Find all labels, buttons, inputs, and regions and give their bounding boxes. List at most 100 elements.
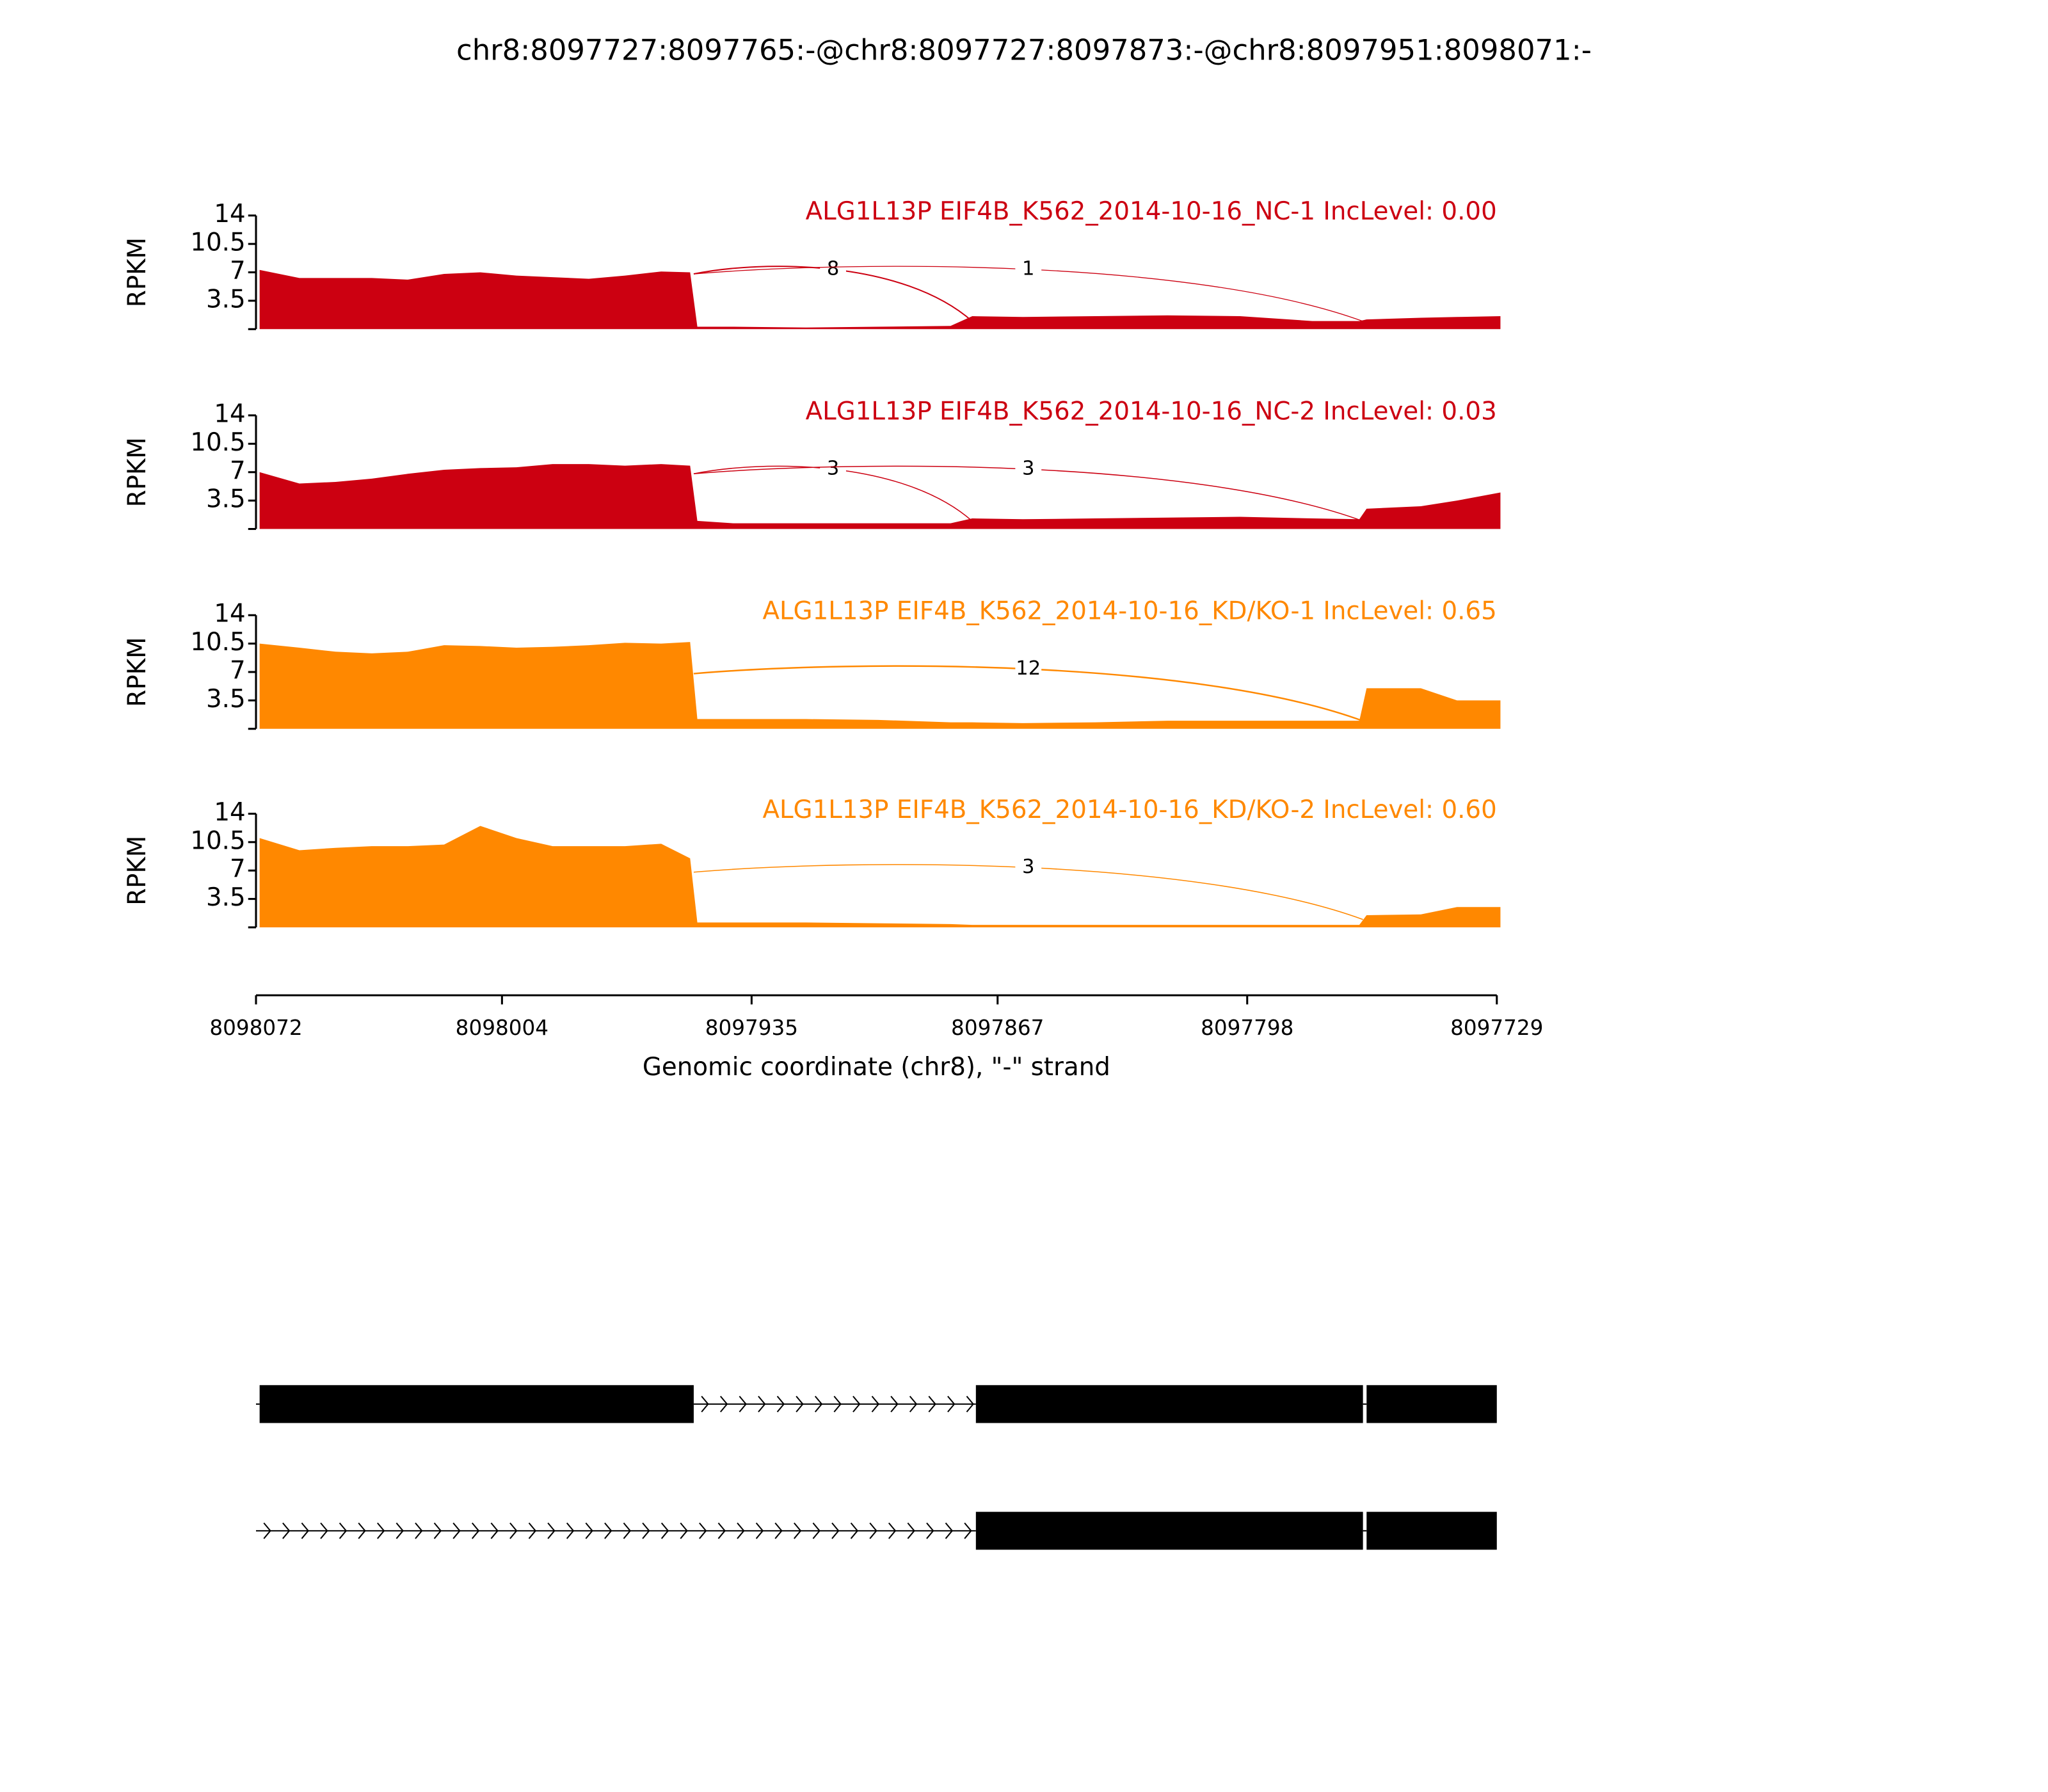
- panel-label: ALG1L13P EIF4B_K562_2014-10-16_NC-1 IncL…: [806, 197, 1497, 226]
- strand-chevron: [907, 1522, 915, 1539]
- y-tick-label: 10.5: [190, 826, 245, 855]
- y-tick-label: 7: [230, 657, 246, 685]
- strand-chevron: [719, 1395, 728, 1412]
- strand-chevron: [623, 1522, 632, 1539]
- strand-chevron: [831, 1522, 840, 1539]
- x-tick-label: 8097798: [1201, 1016, 1293, 1040]
- strand-chevron: [699, 1522, 707, 1539]
- junction-count: 3: [1022, 458, 1034, 480]
- strand-chevron: [339, 1522, 348, 1539]
- strand-chevron: [888, 1522, 897, 1539]
- junction-label-bg: [1015, 657, 1042, 681]
- strand-chevron: [282, 1522, 291, 1539]
- y-tick-label: 7: [230, 855, 246, 884]
- coverage-area: [259, 464, 1501, 529]
- x-tick-label: 8097729: [1450, 1016, 1543, 1040]
- junction-count: 3: [827, 458, 839, 480]
- junction-label-bg: [1015, 856, 1042, 879]
- strand-chevron: [377, 1522, 385, 1539]
- strand-chevron: [812, 1522, 820, 1539]
- strand-chevron: [776, 1395, 785, 1412]
- y-axis-label: RPKM: [123, 637, 152, 707]
- strand-chevron: [717, 1522, 726, 1539]
- strand-chevron: [509, 1522, 518, 1539]
- strand-chevron: [964, 1522, 972, 1539]
- strand-chevron: [301, 1522, 309, 1539]
- strand-chevron: [471, 1522, 480, 1539]
- exon: [975, 1512, 1363, 1550]
- panel-label: ALG1L13P EIF4B_K562_2014-10-16_KD/KO-1 I…: [762, 597, 1496, 626]
- strand-chevron: [909, 1395, 918, 1412]
- junction-label-bg: [1015, 457, 1042, 481]
- y-tick-label: 10.5: [190, 228, 245, 257]
- strand-chevron: [528, 1522, 537, 1539]
- strand-chevron: [890, 1395, 899, 1412]
- exon: [259, 1385, 694, 1423]
- y-tick-label: 14: [214, 798, 245, 827]
- y-tick-label: 10.5: [190, 428, 245, 457]
- strand-chevron: [433, 1522, 442, 1539]
- junction-label-bg: [820, 457, 846, 481]
- strand-chevron: [814, 1395, 823, 1412]
- y-tick-label: 3.5: [206, 883, 246, 912]
- strand-chevron: [926, 1522, 934, 1539]
- exon: [1366, 1512, 1497, 1550]
- strand-chevron: [415, 1522, 423, 1539]
- strand-chevron: [928, 1395, 936, 1412]
- strand-chevron: [566, 1522, 575, 1539]
- coverage-area: [259, 269, 1501, 330]
- y-tick-label: 3.5: [206, 285, 246, 314]
- strand-chevron: [833, 1395, 842, 1412]
- junction-label-bg: [1015, 257, 1042, 282]
- strand-chevron: [739, 1395, 747, 1412]
- strand-chevron: [660, 1522, 669, 1539]
- strand-chevron: [852, 1395, 861, 1412]
- strand-chevron: [871, 1395, 880, 1412]
- junction-count: 1: [1022, 257, 1034, 280]
- strand-chevron: [796, 1395, 804, 1412]
- chart-title: chr8:8097727:8097765:-@chr8:8097727:8097…: [456, 33, 1592, 67]
- x-tick-label: 8097867: [951, 1016, 1044, 1040]
- strand-chevron: [755, 1522, 764, 1539]
- junction-count: 8: [827, 257, 839, 280]
- strand-chevron: [396, 1522, 404, 1539]
- y-tick-label: 10.5: [190, 628, 245, 657]
- strand-chevron: [947, 1395, 956, 1412]
- y-axis-label: RPKM: [123, 237, 152, 307]
- y-axis-label: RPKM: [123, 836, 152, 906]
- strand-chevron: [452, 1522, 461, 1539]
- junction-count: 3: [1022, 856, 1034, 878]
- x-tick-label: 8097935: [705, 1016, 798, 1040]
- strand-chevron: [701, 1395, 709, 1412]
- x-tick-label: 8098004: [456, 1016, 548, 1040]
- exon: [975, 1385, 1363, 1423]
- strand-chevron: [966, 1395, 975, 1412]
- coverage-area: [259, 826, 1501, 927]
- strand-chevron: [490, 1522, 499, 1539]
- junction-label-bg: [820, 257, 846, 282]
- strand-chevron: [774, 1522, 783, 1539]
- y-tick-label: 3.5: [206, 485, 246, 514]
- y-tick-label: 14: [214, 200, 245, 228]
- coverage-area: [259, 642, 1501, 729]
- strand-chevron: [945, 1522, 954, 1539]
- strand-chevron: [642, 1522, 650, 1539]
- strand-chevron: [263, 1522, 271, 1539]
- strand-chevron: [794, 1522, 802, 1539]
- panel-label: ALG1L13P EIF4B_K562_2014-10-16_NC-2 IncL…: [806, 397, 1497, 426]
- strand-chevron: [320, 1522, 328, 1539]
- exon: [1366, 1385, 1497, 1423]
- x-axis-label: Genomic coordinate (chr8), "-" strand: [643, 1053, 1110, 1082]
- panel-label: ALG1L13P EIF4B_K562_2014-10-16_KD/KO-2 I…: [762, 796, 1496, 824]
- x-tick-label: 8098072: [209, 1016, 302, 1040]
- strand-chevron: [358, 1522, 366, 1539]
- strand-chevron: [680, 1522, 688, 1539]
- strand-chevron: [758, 1395, 766, 1412]
- strand-chevron: [869, 1522, 877, 1539]
- y-tick-label: 14: [214, 600, 245, 628]
- strand-chevron: [585, 1522, 593, 1539]
- strand-chevron: [604, 1522, 612, 1539]
- y-tick-label: 7: [230, 456, 246, 485]
